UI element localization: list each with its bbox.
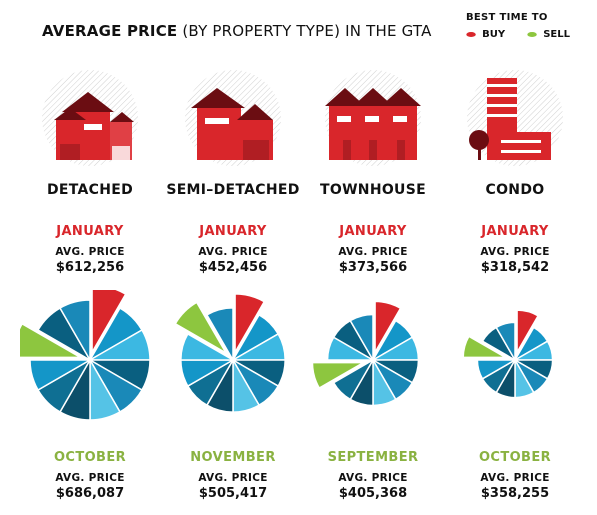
pie-slice xyxy=(29,359,93,392)
property-name: SEMI–DETACHED xyxy=(166,182,300,198)
pie-detached xyxy=(20,290,151,421)
avg-price-label: AVG. PRICE xyxy=(55,246,125,258)
sell-month: SEPTEMBER xyxy=(327,450,419,465)
legend-title: BEST TIME TO xyxy=(466,12,548,23)
sell-month: NOVEMBER xyxy=(190,450,276,465)
sell-price: $405,368 xyxy=(338,486,408,501)
sell-month: OCTOBER xyxy=(53,450,127,465)
property-name: TOWNHOUSE xyxy=(320,182,426,198)
legend-sell-label: SELL xyxy=(543,29,570,40)
avg-price-label: AVG. PRICE xyxy=(480,246,550,258)
pie-semi-detached xyxy=(174,293,286,413)
buy-price: $612,256 xyxy=(55,260,125,275)
buy-price: $373,566 xyxy=(338,260,408,275)
sell-price: $358,255 xyxy=(480,486,550,501)
pie-slice-sell xyxy=(20,322,84,359)
buy-month: JANUARY xyxy=(199,224,267,239)
semi-detached-house-icon xyxy=(185,70,281,166)
pie-slice xyxy=(495,321,516,363)
pie-slice-buy xyxy=(374,300,402,356)
pie-slice xyxy=(349,313,374,363)
pie-slice xyxy=(180,332,236,361)
avg-price-label: AVG. PRICE xyxy=(198,472,268,484)
pie-slice-sell xyxy=(174,301,228,355)
property-name: CONDO xyxy=(485,182,545,198)
title-bold: AVERAGE PRICE xyxy=(42,22,178,40)
pie-slice-buy xyxy=(234,293,266,356)
legend-buy-label: BUY xyxy=(482,29,506,40)
pie-condo xyxy=(462,309,554,399)
avg-price-label: AVG. PRICE xyxy=(55,472,125,484)
buy-leaf-icon xyxy=(466,31,476,38)
avg-price-label: AVG. PRICE xyxy=(480,472,550,484)
pie-slice xyxy=(58,299,91,363)
sell-price: $686,087 xyxy=(55,486,125,501)
property-name: DETACHED xyxy=(46,182,134,198)
pie-slice-buy xyxy=(91,290,127,356)
pie-townhouse xyxy=(311,300,420,407)
pie-slice xyxy=(332,357,376,401)
detached-house-icon xyxy=(42,70,138,166)
buy-month: JANUARY xyxy=(56,224,124,239)
pie-slice xyxy=(476,359,518,380)
condo-icon xyxy=(467,70,563,166)
chart-title: AVERAGE PRICE (BY PROPERTY TYPE) IN THE … xyxy=(42,22,432,40)
pie-slice-sell xyxy=(462,335,509,359)
title-rest: (BY PROPERTY TYPE) IN THE GTA xyxy=(182,22,432,40)
legend: BEST TIME TO BUY SELL xyxy=(466,12,586,40)
pie-slice xyxy=(205,307,234,363)
pie-slice-sell xyxy=(311,361,367,390)
buy-month: JANUARY xyxy=(481,224,549,239)
avg-price-label: AVG. PRICE xyxy=(198,246,268,258)
townhouse-icon xyxy=(325,70,421,166)
avg-price-label: AVG. PRICE xyxy=(338,246,408,258)
avg-price-label: AVG. PRICE xyxy=(338,472,408,484)
sell-leaf-icon xyxy=(527,31,537,38)
buy-month: JANUARY xyxy=(339,224,407,239)
buy-price: $452,456 xyxy=(198,260,268,275)
sell-price: $505,417 xyxy=(198,486,268,501)
buy-price: $318,542 xyxy=(480,260,550,275)
sell-month: OCTOBER xyxy=(478,450,552,465)
pie-slice-buy xyxy=(516,309,540,356)
